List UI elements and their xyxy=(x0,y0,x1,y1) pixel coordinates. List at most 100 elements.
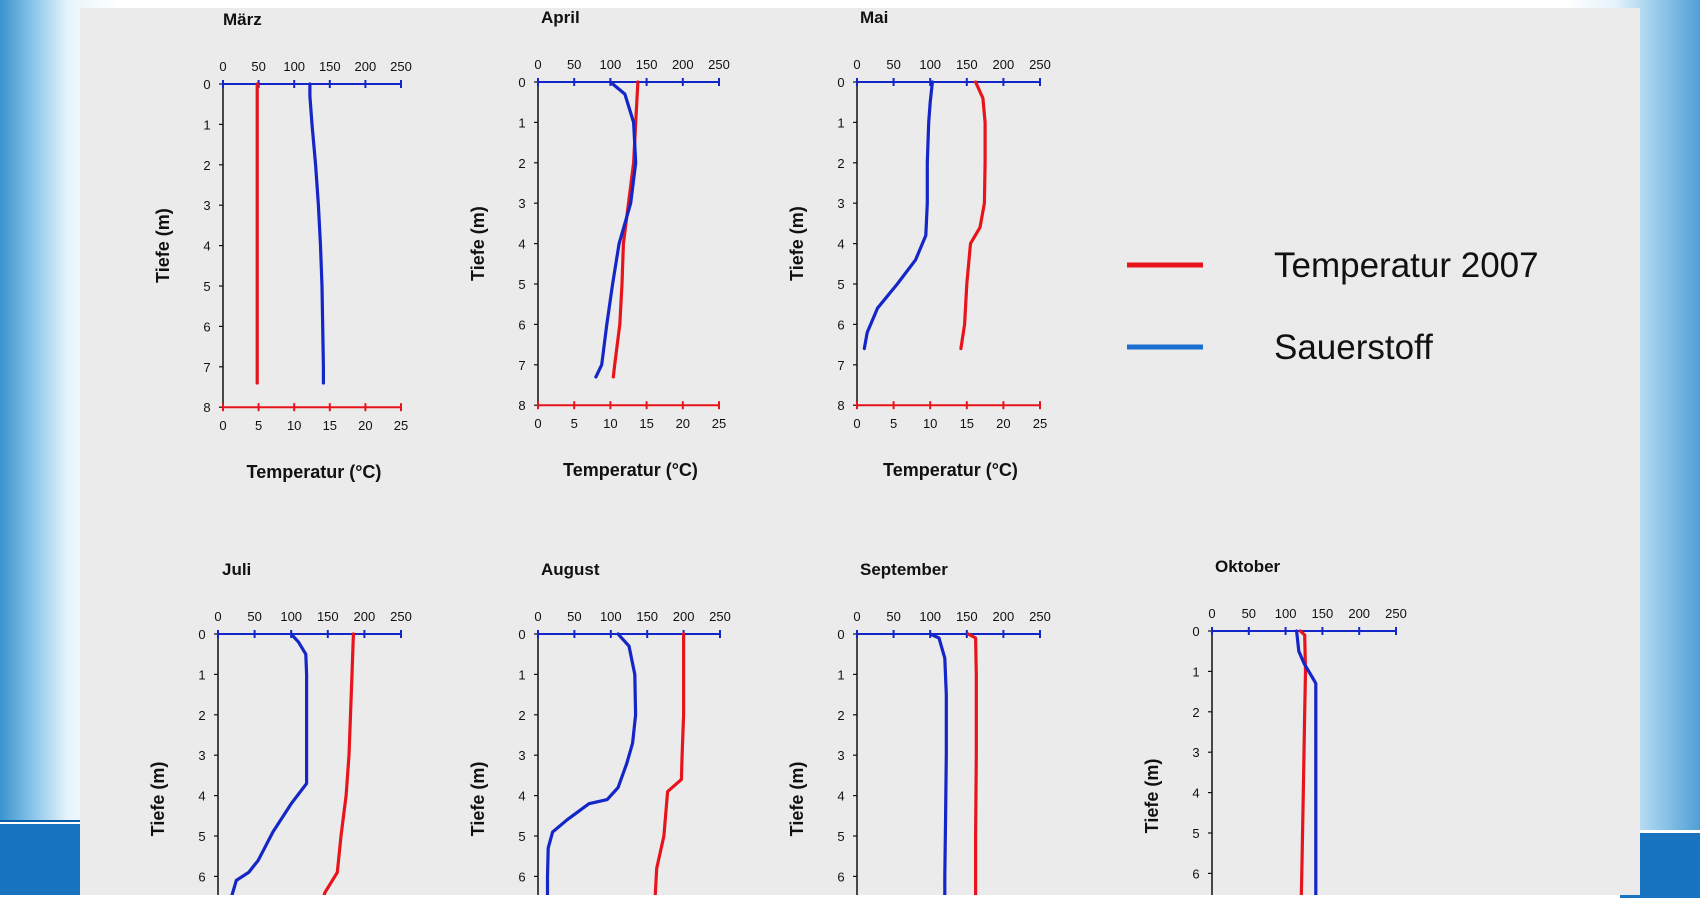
temperature-tick-label: 15 xyxy=(639,416,653,431)
oxygen-tick-label: 0 xyxy=(853,609,860,624)
depth-tick-label: 5 xyxy=(1192,826,1199,841)
depth-tick-label: 0 xyxy=(518,627,525,642)
depth-tick-label: 0 xyxy=(518,75,525,90)
oxygen-tick-label: 250 xyxy=(390,609,412,624)
temperature-tick-label: 25 xyxy=(712,416,726,431)
depth-tick-label: 4 xyxy=(837,789,844,804)
chart-title: August xyxy=(541,560,600,579)
chart-6: September 0 1 2 3 4 5 6 Tiefe (m) 0 50 100 150 200 250 xyxy=(787,560,1051,895)
oxygen-series-line xyxy=(1294,629,1318,895)
oxygen-tick-label: 200 xyxy=(993,57,1015,72)
temperature-series-line xyxy=(959,80,987,351)
y-axis-title: Tiefe (m) xyxy=(787,762,807,837)
y-axis-title: Tiefe (m) xyxy=(468,206,488,281)
depth-tick-label: 5 xyxy=(198,829,205,844)
oxygen-tick-label: 250 xyxy=(1029,57,1051,72)
oxygen-tick-label: 150 xyxy=(956,57,978,72)
oxygen-tick-label: 50 xyxy=(567,57,581,72)
chart-3: Mai 0 1 2 3 4 5 6 7 8 Tiefe (m) 0 50 100 150 200 250 0 5 10… xyxy=(787,8,1051,480)
depth-tick-label: 3 xyxy=(837,748,844,763)
chart-2: April 0 1 2 3 4 5 6 7 8 Tiefe (m) 0 50 100 150 200 250 0 5… xyxy=(468,8,730,480)
chart-5: August 0 1 2 3 4 5 6 Tiefe (m) 0 50 100 150 200 250 xyxy=(468,560,731,895)
oxygen-series-line xyxy=(594,80,638,379)
oxygen-tick-label: 150 xyxy=(317,609,339,624)
y-axis-title: Tiefe (m) xyxy=(468,762,488,837)
temperature-tick-label: 5 xyxy=(255,418,262,433)
depth-tick-label: 5 xyxy=(203,279,210,294)
depth-tick-label: 3 xyxy=(518,196,525,211)
oxygen-series-line xyxy=(545,632,638,895)
y-axis-title: Tiefe (m) xyxy=(787,206,807,281)
oxygen-tick-label: 50 xyxy=(247,609,261,624)
depth-tick-label: 4 xyxy=(837,237,844,252)
oxygen-tick-label: 50 xyxy=(1242,606,1256,621)
depth-tick-label: 3 xyxy=(837,196,844,211)
chart-panel xyxy=(80,8,1640,895)
x-axis-title: Temperatur (°C) xyxy=(883,460,1018,480)
depth-tick-label: 2 xyxy=(203,158,210,173)
depth-tick-label: 2 xyxy=(837,156,844,171)
chart-title: April xyxy=(541,8,580,27)
oxygen-tick-label: 150 xyxy=(956,609,978,624)
chart-title: Juli xyxy=(222,560,251,579)
temperature-tick-label: 0 xyxy=(219,418,226,433)
oxygen-tick-label: 250 xyxy=(708,57,730,72)
temperature-tick-label: 15 xyxy=(960,416,974,431)
oxygen-tick-label: 200 xyxy=(673,609,695,624)
oxygen-tick-label: 100 xyxy=(919,57,941,72)
oxygen-tick-label: 200 xyxy=(993,609,1015,624)
depth-tick-label: 5 xyxy=(518,829,525,844)
depth-tick-label: 4 xyxy=(1192,786,1199,801)
oxygen-tick-label: 100 xyxy=(283,59,305,74)
depth-tick-label: 6 xyxy=(198,869,205,884)
decorative-stripe-left xyxy=(0,820,80,895)
oxygen-tick-label: 0 xyxy=(1208,606,1215,621)
depth-tick-label: 6 xyxy=(203,319,210,334)
temperature-tick-label: 20 xyxy=(676,416,690,431)
depth-tick-label: 2 xyxy=(837,708,844,723)
oxygen-tick-label: 50 xyxy=(251,59,265,74)
oxygen-tick-label: 0 xyxy=(853,57,860,72)
depth-tick-label: 0 xyxy=(1192,624,1199,639)
temperature-tick-label: 15 xyxy=(323,418,337,433)
depth-tick-label: 6 xyxy=(518,869,525,884)
depth-tick-label: 5 xyxy=(837,277,844,292)
oxygen-tick-label: 150 xyxy=(319,59,341,74)
depth-tick-label: 4 xyxy=(198,789,205,804)
temperature-tick-label: 10 xyxy=(603,416,617,431)
x-axis-title: Temperatur (°C) xyxy=(247,462,382,482)
oxygen-tick-label: 100 xyxy=(919,609,941,624)
depth-tick-label: 1 xyxy=(837,115,844,130)
depth-tick-label: 1 xyxy=(837,667,844,682)
oxygen-tick-label: 250 xyxy=(1029,609,1051,624)
depth-tick-label: 0 xyxy=(837,627,844,642)
depth-tick-label: 6 xyxy=(1192,866,1199,881)
temperature-tick-label: 0 xyxy=(853,416,860,431)
temperature-tick-label: 5 xyxy=(571,416,578,431)
temperature-tick-label: 25 xyxy=(1033,416,1047,431)
temperature-series-line xyxy=(322,632,355,895)
oxygen-series-line xyxy=(230,632,309,895)
chart-4: Juli 0 1 2 3 4 5 6 Tiefe (m) 0 50 100 150 200 250 xyxy=(148,560,412,895)
oxygen-series-line xyxy=(862,80,935,351)
depth-tick-label: 8 xyxy=(203,400,210,415)
oxygen-tick-label: 200 xyxy=(1348,606,1370,621)
depth-tick-label: 5 xyxy=(837,829,844,844)
depth-tick-label: 6 xyxy=(518,317,525,332)
oxygen-tick-label: 50 xyxy=(567,609,581,624)
chart-title: Oktober xyxy=(1215,557,1281,576)
oxygen-tick-label: 150 xyxy=(636,57,658,72)
depth-tick-label: 4 xyxy=(518,789,525,804)
depth-tick-label: 7 xyxy=(837,358,844,373)
depth-tick-label: 3 xyxy=(198,748,205,763)
depth-tick-label: 2 xyxy=(1192,705,1199,720)
legend-temperature-label: Temperatur 2007 xyxy=(1274,246,1539,285)
oxygen-tick-label: 250 xyxy=(709,609,731,624)
y-axis-title: Tiefe (m) xyxy=(153,208,173,283)
depth-tick-label: 8 xyxy=(518,398,525,413)
oxygen-tick-label: 100 xyxy=(280,609,302,624)
temperature-tick-label: 10 xyxy=(287,418,301,433)
oxygen-tick-label: 0 xyxy=(534,609,541,624)
temperature-tick-label: 10 xyxy=(923,416,937,431)
